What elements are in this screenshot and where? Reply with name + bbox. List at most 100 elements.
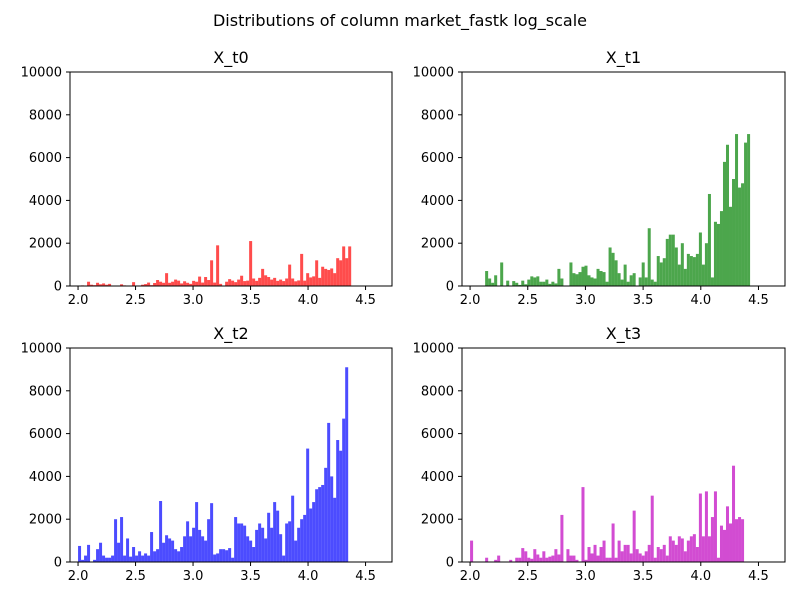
x-tick-label: 2.0: [460, 569, 481, 584]
histogram-bar: [602, 540, 606, 562]
histogram-bar: [144, 284, 148, 286]
histogram-bar: [105, 284, 109, 286]
histogram-bar: [138, 551, 142, 562]
y-tick-label: 6000: [29, 151, 62, 166]
histogram-bar: [270, 527, 274, 562]
histogram-bar: [288, 521, 292, 562]
histogram-bar: [689, 256, 693, 286]
histogram-bar: [575, 274, 579, 286]
histogram-bar: [617, 540, 621, 562]
histogram-bar: [285, 523, 289, 562]
histogram-bar: [626, 544, 630, 562]
histogram-bar: [168, 282, 172, 286]
histogram-bar: [590, 277, 594, 286]
histogram-bar: [590, 553, 594, 562]
histogram-bar: [536, 276, 540, 286]
histogram-bar: [581, 266, 585, 286]
histogram-bar: [626, 281, 630, 286]
histogram-bar: [524, 284, 528, 286]
histogram-bar: [539, 281, 543, 286]
histogram-bar: [515, 557, 519, 562]
figure-suptitle: Distributions of column market_fastk log…: [213, 11, 587, 31]
histogram-bar: [644, 551, 648, 562]
histogram-bar: [554, 283, 558, 286]
histogram-bar: [144, 553, 148, 562]
histogram-bar: [735, 519, 739, 562]
histogram-bar: [216, 553, 220, 562]
histogram-bar: [641, 555, 645, 562]
histogram-bar: [629, 553, 633, 562]
histogram-bar: [153, 283, 157, 286]
histogram-bar: [599, 547, 603, 562]
histogram-bar: [470, 540, 474, 562]
histogram-bar: [225, 550, 229, 562]
histogram-bar: [566, 549, 570, 562]
histogram-bar: [551, 281, 555, 286]
histogram-bar: [198, 529, 202, 562]
histogram-bar: [258, 523, 262, 562]
histogram-bar: [183, 281, 187, 286]
histogram-bar: [747, 134, 751, 286]
histogram-bar: [312, 276, 316, 286]
y-tick-label: 4000: [29, 470, 62, 485]
histogram-bar: [297, 280, 301, 286]
x-tick-label: 4.5: [748, 293, 769, 308]
histogram-bar: [533, 277, 537, 286]
histogram-bar: [282, 281, 286, 286]
histogram-bar: [686, 540, 690, 562]
histogram-bar: [291, 495, 295, 562]
histogram-bar: [554, 549, 558, 562]
axes-frame: [461, 71, 786, 287]
histogram-bar: [177, 280, 181, 286]
histogram-bar: [111, 555, 115, 562]
histogram-bar: [300, 253, 304, 286]
histogram-bar: [96, 549, 100, 562]
histogram-bar: [219, 549, 223, 562]
x-tick-label: 4.5: [355, 293, 376, 308]
histogram-bar: [509, 559, 513, 562]
histogram-bar: [641, 262, 645, 286]
x-tick-label: 3.0: [183, 293, 204, 308]
histogram-bar: [662, 544, 666, 562]
y-tick-label: 0: [54, 280, 62, 295]
histogram-bar: [102, 283, 106, 286]
histogram-bar: [647, 228, 651, 286]
histogram-bar: [315, 489, 319, 562]
histogram-bar: [620, 279, 624, 286]
x-tick-label: 2.0: [68, 569, 89, 584]
histogram-bar: [207, 519, 211, 562]
histogram-bar: [180, 283, 184, 286]
histogram-bar: [207, 280, 211, 286]
y-tick-label: 0: [54, 556, 62, 571]
histogram-bar: [339, 450, 343, 562]
histogram-bar: [324, 467, 328, 562]
histogram-bar: [677, 264, 681, 286]
x-tick-label: 3.5: [633, 569, 654, 584]
histogram-bar: [132, 282, 136, 286]
histogram-bar: [120, 284, 124, 286]
x-tick-label: 2.5: [125, 569, 146, 584]
histogram-bar: [198, 276, 202, 286]
histogram-bar: [156, 549, 160, 562]
histogram-bar: [611, 252, 615, 286]
histogram-bar: [629, 275, 633, 286]
histogram-bar: [521, 548, 525, 562]
histogram-bar: [243, 281, 247, 286]
histogram-bar: [674, 544, 678, 562]
histogram-bar: [644, 277, 648, 286]
histogram-bar: [222, 549, 226, 562]
histogram-bar: [228, 548, 232, 562]
histogram-bar: [132, 547, 136, 562]
histogram-bar: [518, 284, 522, 286]
histogram-bar: [204, 540, 208, 562]
histogram-bar: [518, 557, 522, 562]
y-tick-label: 0: [446, 556, 454, 571]
histogram-bar: [309, 508, 313, 562]
histogram-bar: [521, 280, 525, 286]
histogram-bar: [581, 487, 585, 562]
histogram-bar: [87, 544, 91, 562]
histogram-bar: [614, 557, 618, 562]
histogram-bar: [345, 258, 349, 286]
histogram-bar: [348, 246, 352, 286]
axes-frame: [461, 347, 786, 563]
